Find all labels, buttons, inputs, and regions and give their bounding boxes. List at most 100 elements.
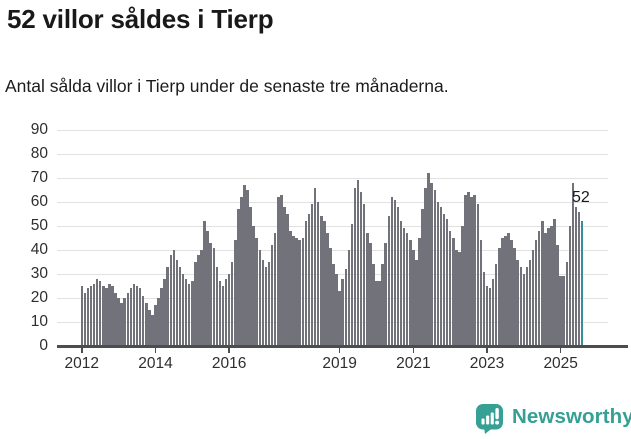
x-axis-label-2019: 2019: [322, 355, 357, 372]
bar: [488, 288, 492, 346]
bar: [525, 266, 529, 346]
bar: [298, 240, 302, 346]
bar: [405, 233, 409, 346]
y-axis-label: 60: [30, 193, 48, 210]
bar: [451, 238, 455, 346]
bar: [442, 214, 446, 346]
bar: [448, 230, 452, 346]
bar: [114, 293, 117, 346]
x-axis-tick-2021: [412, 347, 415, 353]
bar: [562, 276, 566, 346]
bar: [163, 278, 166, 346]
bar: [132, 283, 136, 346]
bar: [194, 262, 197, 346]
x-axis-label-2023: 2023: [469, 355, 505, 372]
bar: [504, 235, 507, 346]
bar: [344, 269, 348, 346]
bar: [408, 240, 412, 346]
bar: [304, 221, 308, 346]
bar: [362, 204, 366, 346]
bar: [101, 286, 105, 346]
bar: [89, 286, 93, 346]
bar: [187, 283, 191, 346]
bar: [181, 274, 185, 346]
x-axis-label-2016: 2016: [211, 355, 247, 372]
bar: [494, 264, 498, 346]
brand-footer: Newsworthy: [474, 400, 631, 434]
bar: [498, 247, 501, 346]
bar: [172, 250, 176, 346]
y-axis-label: 80: [30, 145, 48, 162]
bar: [491, 278, 495, 346]
bar: [120, 302, 123, 346]
x-axis-tick-2016: [228, 347, 230, 353]
bar: [439, 206, 443, 346]
bar: [387, 216, 391, 346]
bar: [402, 228, 406, 346]
bar: [356, 180, 360, 346]
bar: [80, 286, 84, 346]
bar: [359, 192, 363, 346]
bar: [221, 286, 225, 346]
bar: [117, 298, 120, 346]
bar: [537, 230, 541, 346]
bar: [197, 254, 200, 346]
bar: [455, 250, 458, 346]
bar: [577, 211, 581, 346]
bar: [366, 233, 369, 346]
bar: [436, 202, 440, 346]
bar: [482, 271, 486, 346]
bar: [479, 240, 483, 346]
bar: [372, 264, 375, 346]
bar: [246, 190, 249, 346]
bar: [92, 283, 96, 346]
bar: [522, 274, 526, 346]
bar: [384, 242, 387, 346]
bar: [412, 250, 415, 346]
bar: [105, 288, 108, 346]
bar: [289, 230, 292, 346]
bar: [212, 247, 216, 346]
bar: [341, 278, 344, 346]
bar: [123, 298, 127, 346]
bar: [157, 298, 160, 346]
bar: [378, 281, 381, 346]
bar: [243, 185, 246, 346]
bar: [261, 259, 265, 346]
gridline-70: [57, 177, 608, 179]
bar: [550, 226, 553, 346]
bar: [553, 218, 556, 346]
bar: [424, 187, 427, 346]
bar: [399, 221, 403, 346]
bar: [319, 216, 323, 346]
bar: [218, 281, 222, 346]
bar: [234, 240, 237, 346]
chart-subtitle: Antal sålda villor i Tierp under de sena…: [5, 76, 449, 96]
gridline-60: [57, 201, 608, 203]
bar: [310, 204, 314, 346]
bar: [519, 266, 523, 346]
bar: [160, 288, 163, 346]
bar: [129, 288, 133, 346]
bar: [144, 302, 148, 346]
bar: [528, 259, 532, 346]
bar: [316, 202, 320, 346]
bar: [541, 221, 544, 346]
bar: [209, 242, 212, 346]
bar: [166, 266, 169, 346]
gridline-40: [57, 249, 608, 251]
bar: [433, 190, 437, 346]
bar: [295, 238, 298, 346]
bar: [206, 230, 209, 346]
bar: [301, 238, 305, 346]
bar: [556, 245, 559, 346]
bar: [568, 226, 572, 346]
y-axis-label: 90: [30, 121, 48, 138]
bar: [544, 233, 547, 346]
y-axis-label: 50: [30, 217, 48, 234]
bar: [501, 238, 504, 346]
gridline-50: [57, 225, 608, 227]
bar: [270, 245, 274, 346]
bar: [252, 226, 255, 346]
